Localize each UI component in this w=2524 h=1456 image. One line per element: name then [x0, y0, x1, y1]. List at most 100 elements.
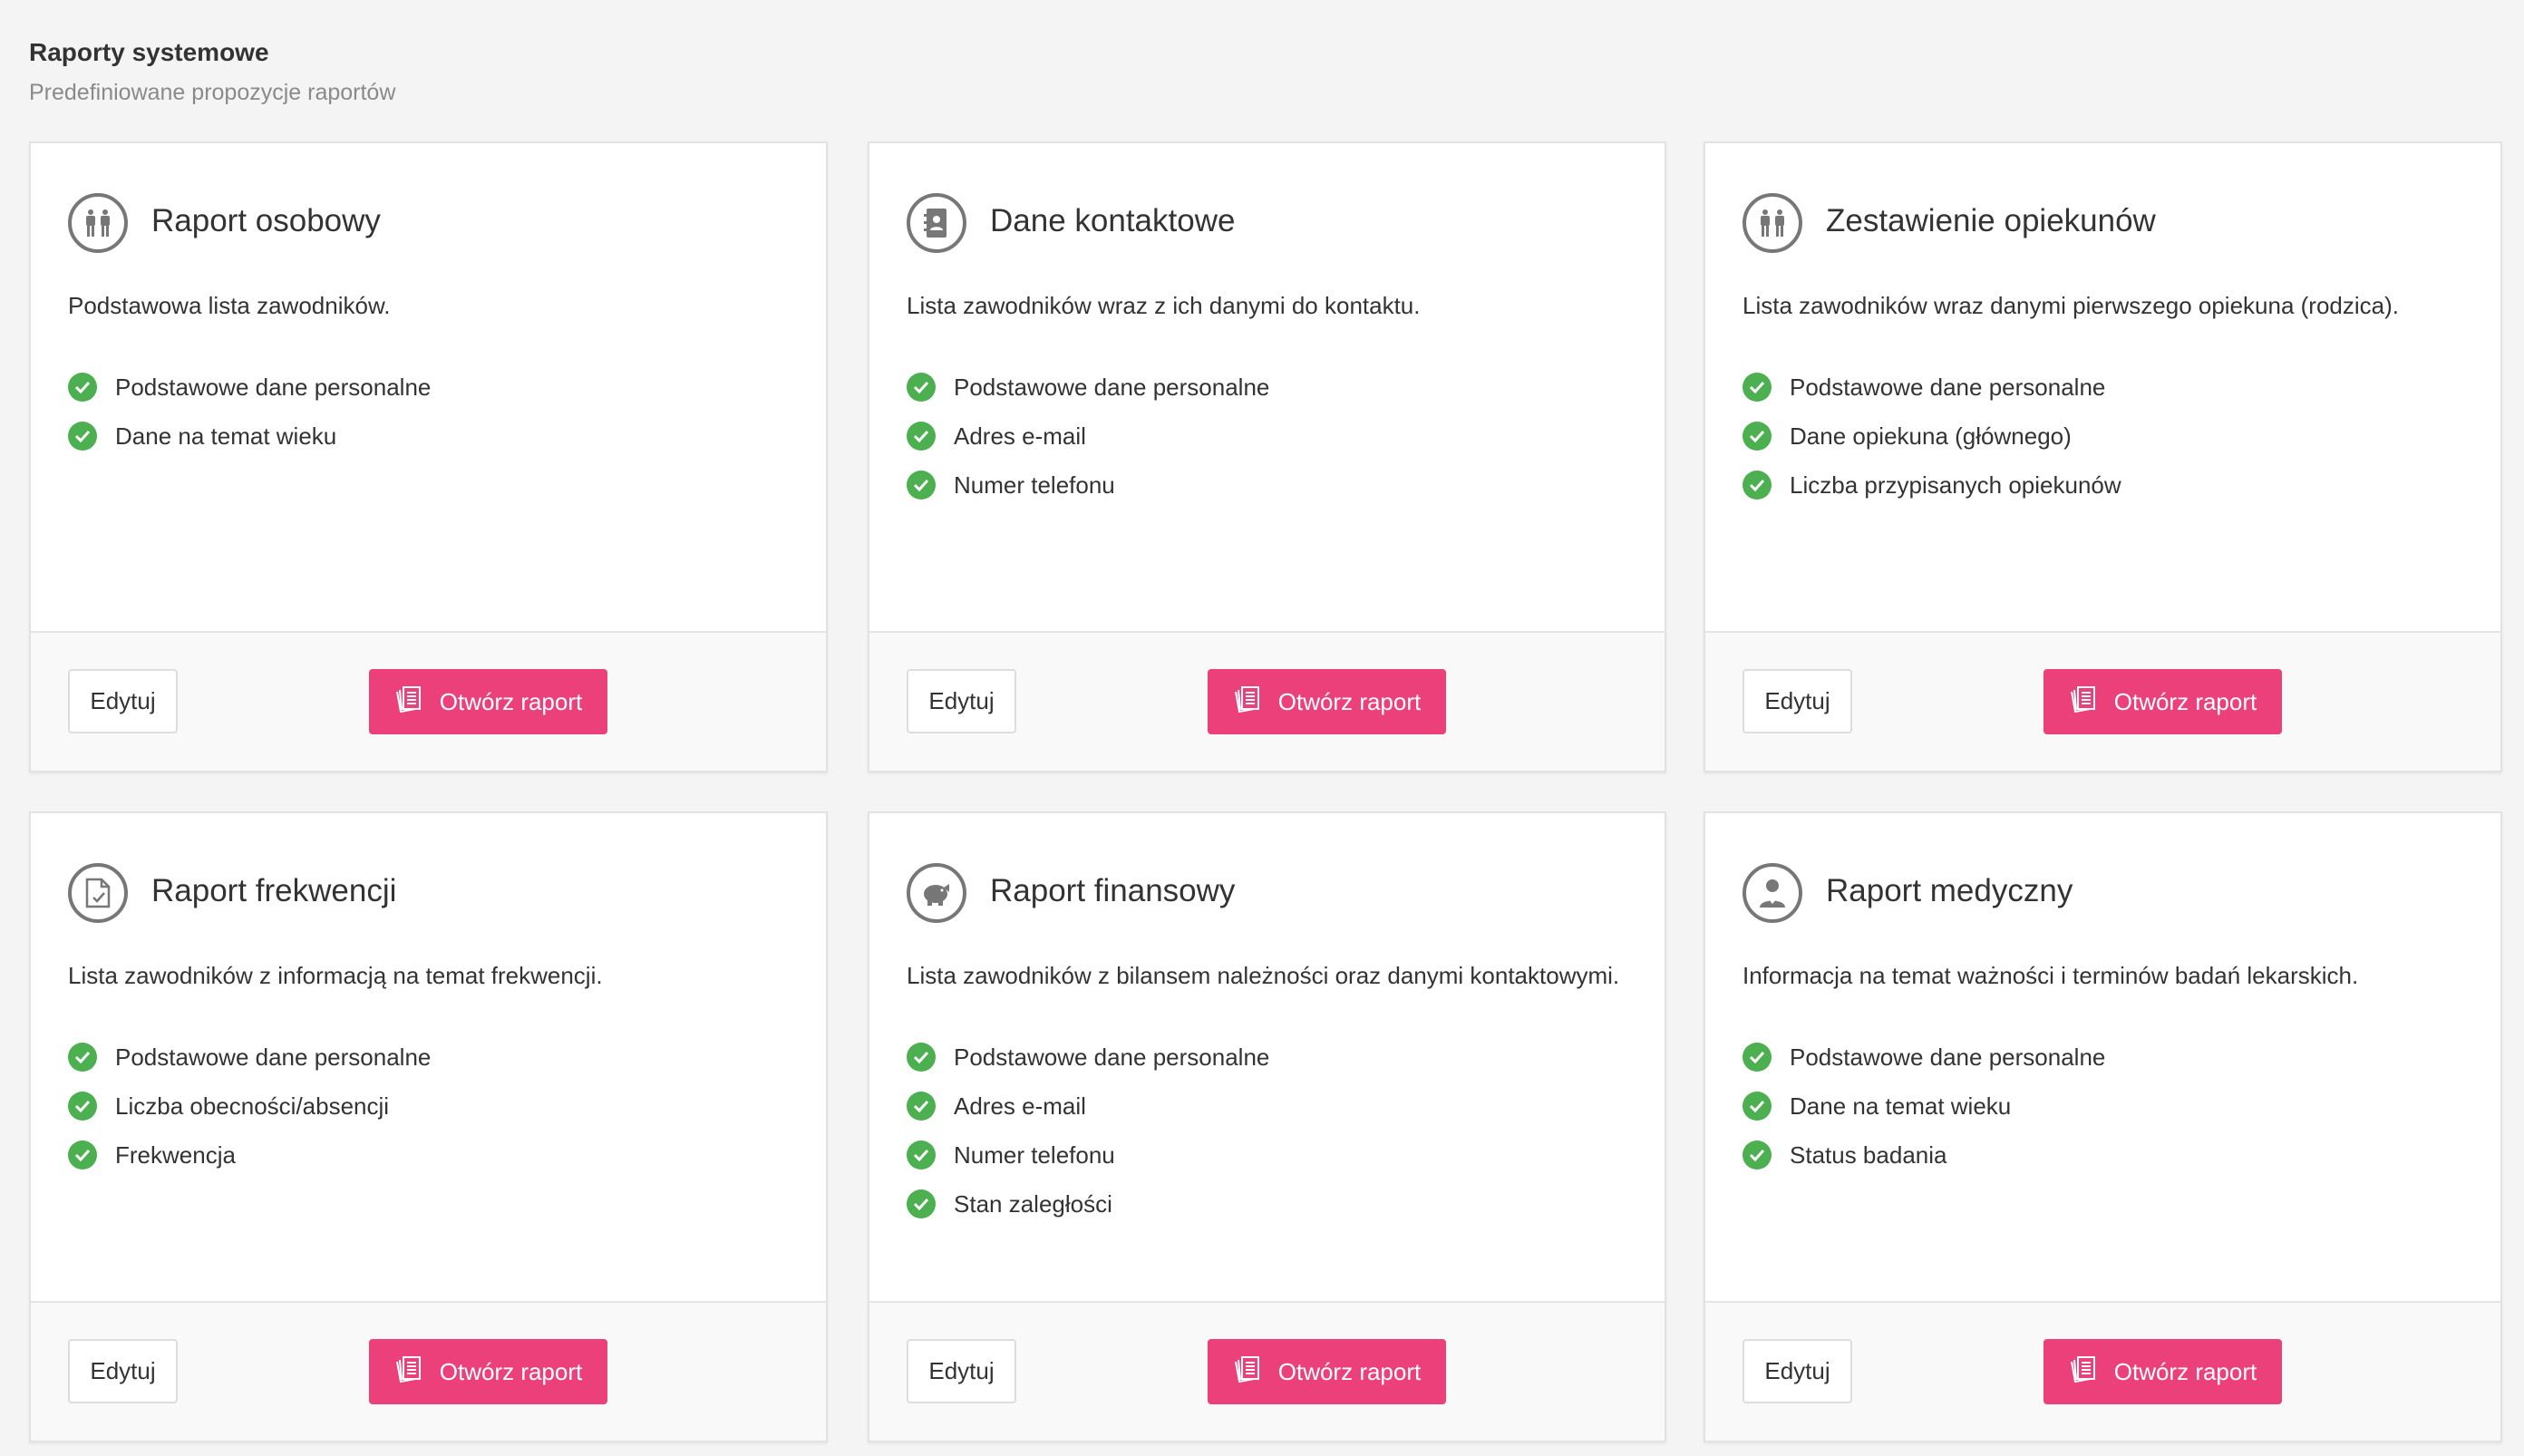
feature-item: Dane na temat wieku [68, 412, 431, 461]
report-card: Zestawienie opiekunów Lista zawodników w… [1704, 141, 2502, 772]
check-icon [1743, 373, 1772, 402]
card-footer: Edytuj Otwórz raport [869, 1301, 1665, 1441]
check-icon [68, 422, 97, 451]
document-check-icon [68, 863, 128, 923]
card-title: Raport finansowy [990, 873, 1236, 908]
feature-label: Podstawowe dane personalne [115, 1043, 432, 1071]
feature-label: Adres e-mail [954, 422, 1086, 450]
feature-label: Liczba obecności/absencji [115, 1092, 390, 1120]
report-card: Raport medyczny Informacja na temat ważn… [1704, 811, 2502, 1442]
medical-person-icon [1743, 863, 1802, 923]
check-icon [907, 373, 936, 402]
card-footer: Edytuj Otwórz raport [869, 631, 1665, 771]
check-icon [907, 1141, 936, 1170]
feature-item: Frekwencja [68, 1131, 431, 1179]
check-icon [68, 1092, 97, 1121]
piggy-bank-icon [907, 863, 966, 923]
feature-item: Numer telefonu [907, 1131, 1269, 1179]
open-report-button[interactable]: Otwórz raport [2043, 1339, 2282, 1404]
check-icon [907, 471, 936, 500]
check-icon [68, 373, 97, 402]
feature-label: Adres e-mail [954, 1092, 1086, 1120]
card-description: Informacja na temat ważności i terminów … [1743, 962, 2359, 989]
open-label: Otwórz raport [439, 687, 583, 715]
feature-label: Numer telefonu [954, 471, 1115, 499]
edit-button[interactable]: Edytuj [907, 1339, 1016, 1403]
feature-item: Podstawowe dane personalne [1743, 1033, 2105, 1082]
feature-label: Dane opiekuna (głównego) [1790, 422, 2072, 450]
card-description: Podstawowa lista zawodników. [68, 292, 391, 319]
documents-icon [1233, 1355, 1262, 1389]
check-icon [1743, 1043, 1772, 1072]
feature-item: Podstawowe dane personalne [68, 1033, 431, 1082]
card-title: Raport medyczny [1826, 873, 2073, 908]
card-description: Lista zawodników z bilansem należności o… [907, 962, 1620, 989]
card-footer: Edytuj Otwórz raport [31, 1301, 826, 1441]
card-title: Raport osobowy [151, 203, 381, 238]
edit-button[interactable]: Edytuj [1743, 1339, 1852, 1403]
check-icon [68, 1141, 97, 1170]
feature-item: Adres e-mail [907, 412, 1269, 461]
card-footer: Edytuj Otwórz raport [31, 631, 826, 771]
feature-item: Podstawowe dane personalne [907, 1033, 1269, 1082]
edit-label: Edytuj [928, 687, 995, 714]
people-icon [1743, 193, 1802, 253]
open-report-button[interactable]: Otwórz raport [2043, 669, 2282, 734]
open-report-button[interactable]: Otwórz raport [369, 669, 607, 734]
people-icon [68, 193, 128, 253]
edit-button[interactable]: Edytuj [1743, 669, 1852, 733]
feature-item: Dane na temat wieku [1743, 1082, 2105, 1131]
feature-label: Dane na temat wieku [115, 422, 337, 450]
documents-icon [394, 1355, 423, 1389]
card-description: Lista zawodników z informacją na temat f… [68, 962, 603, 989]
open-report-button[interactable]: Otwórz raport [1208, 669, 1446, 734]
feature-item: Liczba przypisanych opiekunów [1743, 461, 2121, 510]
check-icon [907, 1092, 936, 1121]
card-description: Lista zawodników wraz z ich danymi do ko… [907, 292, 1421, 319]
open-report-button[interactable]: Otwórz raport [369, 1339, 607, 1404]
feature-item: Dane opiekuna (głównego) [1743, 412, 2121, 461]
feature-label: Numer telefonu [954, 1141, 1115, 1169]
check-icon [68, 1043, 97, 1072]
edit-label: Edytuj [1764, 1357, 1830, 1384]
feature-list: Podstawowe dane personalne Adres e-mail Nu… [907, 1033, 1269, 1228]
edit-button[interactable]: Edytuj [68, 669, 178, 733]
open-report-button[interactable]: Otwórz raport [1208, 1339, 1446, 1404]
edit-button[interactable]: Edytuj [68, 1339, 178, 1403]
card-footer: Edytuj Otwórz raport [1705, 1301, 2500, 1441]
page-title: Raporty systemowe [29, 38, 269, 66]
edit-button[interactable]: Edytuj [907, 669, 1016, 733]
open-label: Otwórz raport [2113, 1357, 2257, 1385]
check-icon [1743, 471, 1772, 500]
edit-label: Edytuj [90, 1357, 156, 1384]
edit-label: Edytuj [928, 1357, 995, 1384]
edit-label: Edytuj [90, 687, 156, 714]
check-icon [1743, 1141, 1772, 1170]
feature-item: Status badania [1743, 1131, 2105, 1179]
report-card: Dane kontaktowe Lista zawodników wraz z … [868, 141, 1666, 772]
feature-list: Podstawowe dane personalne Liczba obecnoś… [68, 1033, 431, 1179]
check-icon [907, 422, 936, 451]
documents-icon [2069, 1355, 2098, 1389]
feature-item: Podstawowe dane personalne [68, 363, 431, 412]
documents-icon [394, 685, 423, 719]
check-icon [907, 1043, 936, 1072]
feature-item: Adres e-mail [907, 1082, 1269, 1131]
open-label: Otwórz raport [2113, 687, 2257, 715]
feature-label: Liczba przypisanych opiekunów [1790, 471, 2121, 499]
feature-label: Status badania [1790, 1141, 1947, 1169]
feature-item: Liczba obecności/absencji [68, 1082, 431, 1131]
card-footer: Edytuj Otwórz raport [1705, 631, 2500, 771]
card-title: Raport frekwencji [151, 873, 397, 908]
card-title: Dane kontaktowe [990, 203, 1236, 238]
check-icon [1743, 422, 1772, 451]
documents-icon [2069, 685, 2098, 719]
open-label: Otwórz raport [1277, 687, 1422, 715]
documents-icon [1233, 685, 1262, 719]
feature-label: Frekwencja [115, 1141, 236, 1169]
feature-label: Stan zaległości [954, 1189, 1112, 1218]
page-subtitle: Predefiniowane propozycje raportów [29, 80, 396, 105]
feature-label: Podstawowe dane personalne [1790, 373, 2106, 401]
report-card: Raport frekwencji Lista zawodników z inf… [29, 811, 828, 1442]
report-card: Raport osobowy Podstawowa lista zawodnik… [29, 141, 828, 772]
